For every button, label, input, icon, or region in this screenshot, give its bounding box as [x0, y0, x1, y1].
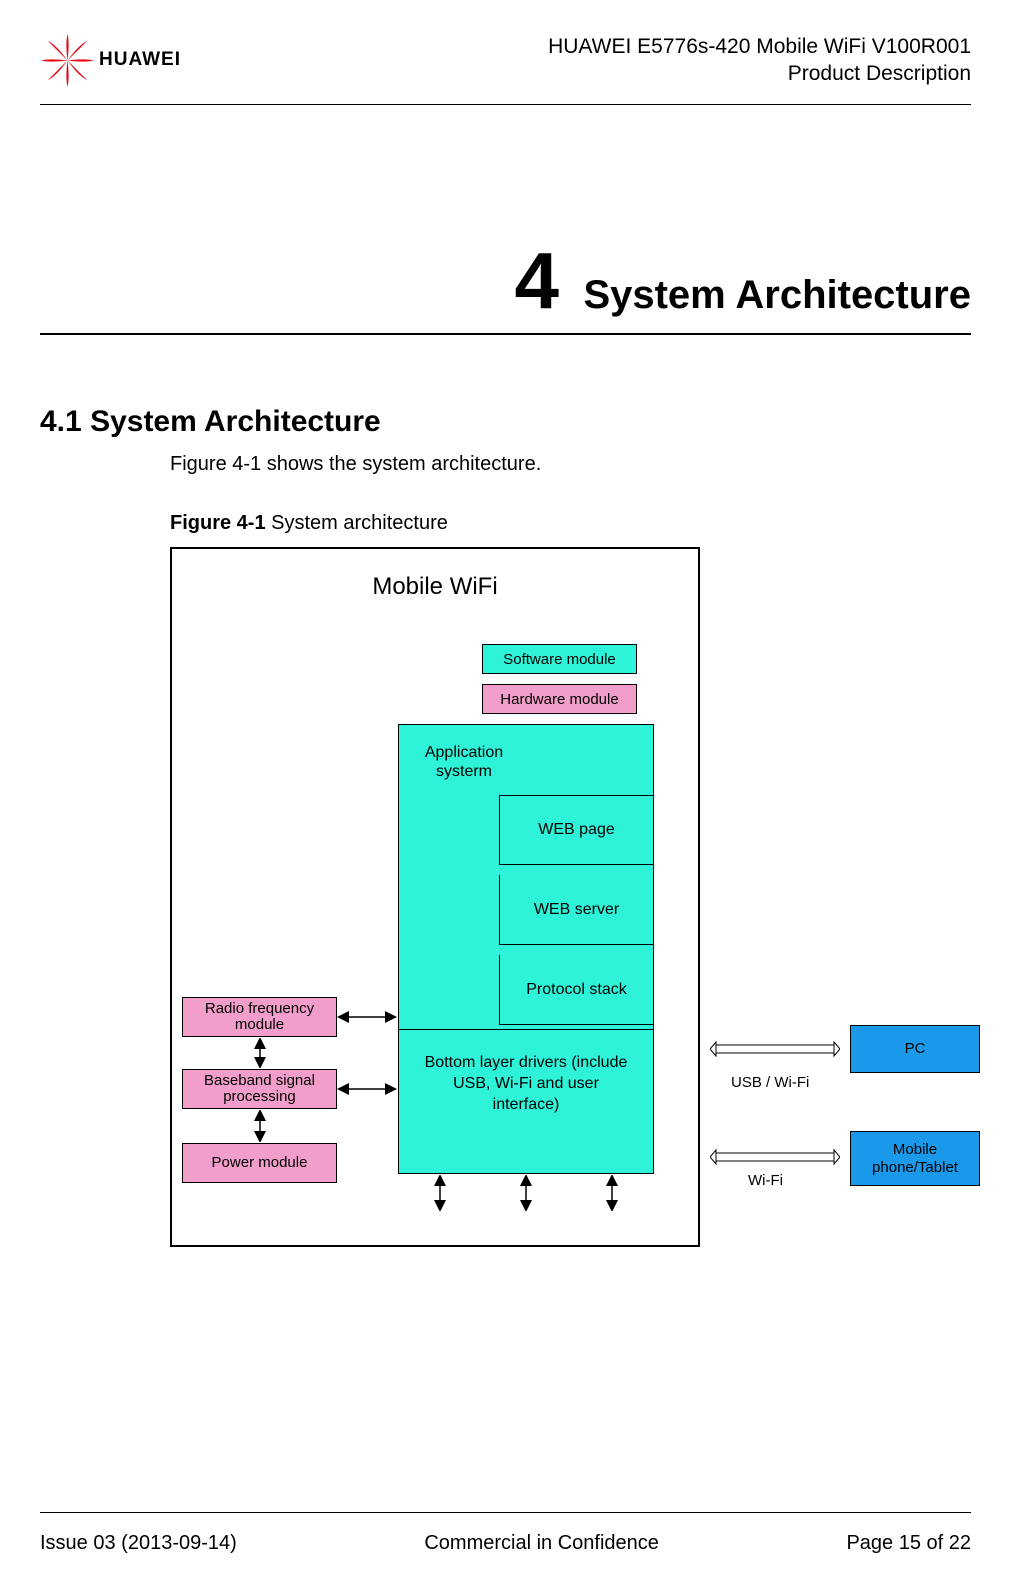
software-stack: Application systerm WEB page WEB server … [398, 724, 654, 1174]
arrow-drivers-ui [430, 1175, 450, 1211]
huawei-logo: HUAWEI [40, 33, 181, 88]
arrow-bb-power [250, 1110, 270, 1142]
figure-caption: Figure 4-1 System architecture [170, 512, 971, 535]
legend-software: Software module [482, 644, 637, 674]
mobile-tablet-block: Mobile phone/Tablet [850, 1131, 980, 1186]
footer-divider [40, 1512, 971, 1513]
web-server-block: WEB server [499, 875, 653, 945]
footer-center: Commercial in Confidence [424, 1532, 659, 1555]
arrow-drivers-usb [602, 1175, 622, 1211]
pc-block: PC [850, 1025, 980, 1073]
arrow-rf-stack [337, 1007, 397, 1027]
power-module-block: Power module [182, 1143, 337, 1183]
footer-right: Page 15 of 22 [846, 1532, 971, 1555]
intro-paragraph: Figure 4-1 shows the system architecture… [170, 453, 971, 476]
page-footer: Issue 03 (2013-09-14) Commercial in Conf… [40, 1532, 971, 1555]
footer-left: Issue 03 (2013-09-14) [40, 1532, 237, 1555]
rf-module-block: Radio frequency module [182, 997, 337, 1037]
arrow-to-mobile [710, 1147, 840, 1167]
baseband-block: Baseband signal processing [182, 1069, 337, 1109]
bottom-drivers-block: Bottom layer drivers (include USB, Wi-Fi… [399, 1029, 653, 1139]
chapter-number: 4 [514, 235, 559, 327]
arrow-bb-stack [337, 1079, 397, 1099]
page-header: HUAWEI HUAWEI E5776s-420 Mobile WiFi V10… [40, 20, 971, 100]
header-divider [40, 104, 971, 105]
brand-text: HUAWEI [99, 49, 181, 71]
chapter-heading: 4 System Architecture [40, 235, 971, 335]
application-system-label: Application systerm [399, 743, 529, 781]
web-page-block: WEB page [499, 795, 653, 865]
architecture-diagram: Mobile WiFi Software module Hardware mod… [170, 547, 1000, 1247]
huawei-flower-icon [40, 33, 95, 88]
container-label: Mobile WiFi [172, 573, 698, 601]
chapter-title: System Architecture [583, 273, 971, 318]
arrow-drivers-wifi [516, 1175, 536, 1211]
label-usb-wifi: USB / Wi-Fi [731, 1074, 809, 1091]
legend-hardware: Hardware module [482, 684, 637, 714]
label-wifi: Wi-Fi [748, 1172, 783, 1189]
protocol-stack-block: Protocol stack [499, 955, 653, 1025]
header-doc-title: HUAWEI E5776s-420 Mobile WiFi V100R001 P… [548, 33, 971, 88]
section-heading: 4.1 System Architecture [40, 405, 971, 439]
mobile-wifi-container: Mobile WiFi Software module Hardware mod… [170, 547, 700, 1247]
arrow-rf-bb [250, 1038, 270, 1068]
arrow-to-pc [710, 1039, 840, 1059]
